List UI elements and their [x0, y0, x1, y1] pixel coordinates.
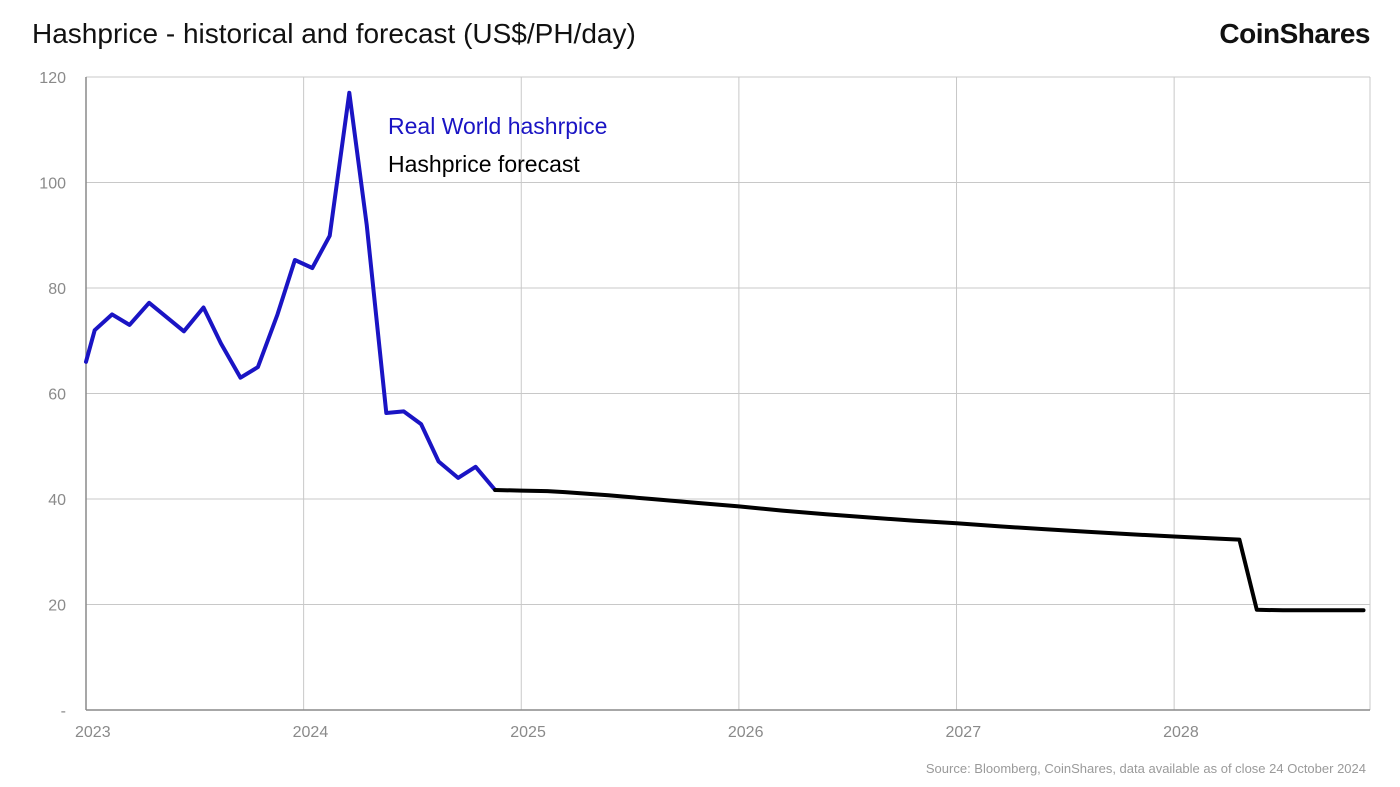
y-tick-label: 120 — [39, 70, 66, 87]
chart-title: Hashprice - historical and forecast (US$… — [32, 18, 636, 49]
x-tick-label: 2025 — [510, 724, 546, 741]
series-line-hashprice-forecast — [493, 488, 1366, 613]
y-tick-label: 60 — [48, 387, 66, 404]
x-tick-label: 2027 — [946, 724, 982, 741]
y-tick-label: 40 — [48, 492, 66, 509]
y-axis-ticks: - 20 40 60 80 100 120 — [39, 70, 66, 720]
legend: Real World hashrpice Hashprice forecast — [388, 113, 607, 177]
series-line-real-world-hashprice — [84, 90, 498, 492]
y-tick-label: 100 — [39, 176, 66, 193]
coinshares-logo: CoinShares — [1219, 18, 1370, 49]
y-tick-label: - — [61, 703, 66, 720]
grid-lines — [86, 76, 1371, 710]
series-lines — [84, 90, 1366, 613]
legend-entry: Real World hashrpice — [388, 113, 607, 139]
y-tick-label: 20 — [48, 598, 66, 615]
x-tick-label: 2023 — [75, 724, 111, 741]
x-axis-ticks: 2023 2024 2025 2026 2027 2028 — [75, 724, 1199, 741]
axes — [85, 77, 1370, 711]
y-tick-label: 80 — [48, 281, 66, 298]
x-tick-label: 2028 — [1163, 724, 1199, 741]
x-tick-label: 2024 — [293, 724, 329, 741]
x-tick-label: 2026 — [728, 724, 764, 741]
source-note: Source: Bloomberg, CoinShares, data avai… — [925, 761, 1366, 776]
legend-entry: Hashprice forecast — [388, 151, 580, 177]
